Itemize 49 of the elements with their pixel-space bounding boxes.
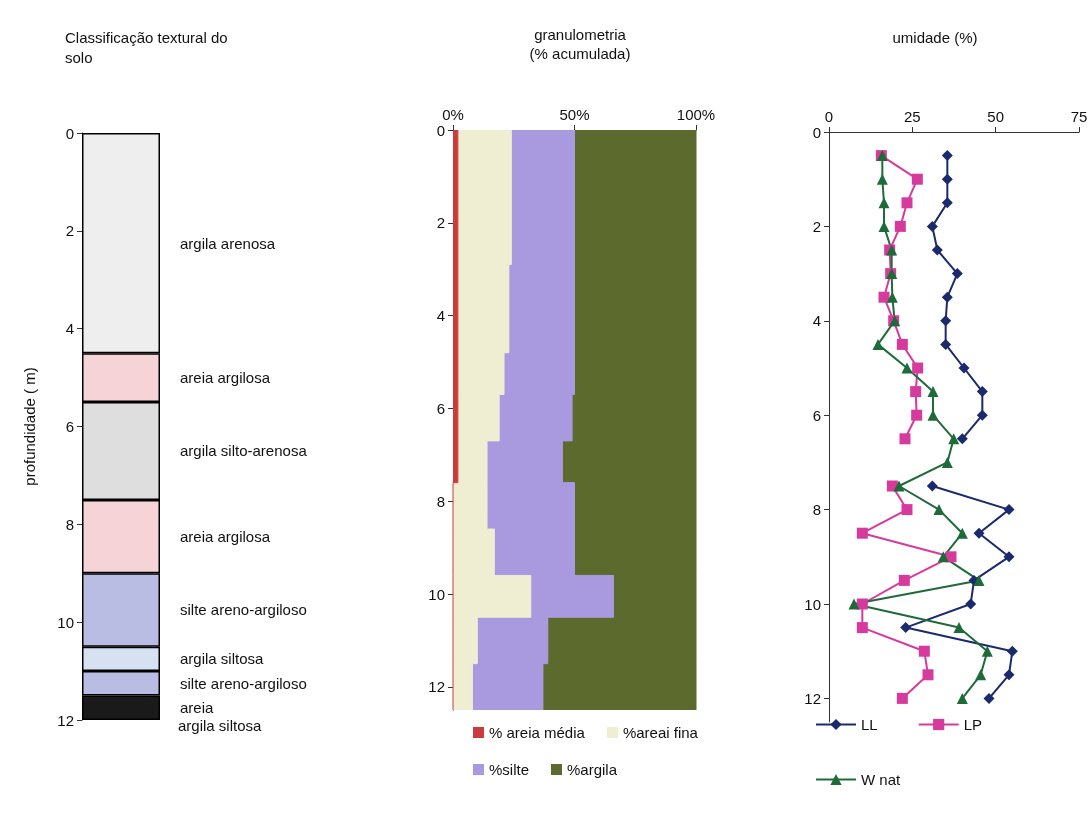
y-tick-label: 10	[428, 585, 445, 603]
legend-label: LP	[963, 716, 983, 733]
y-tick-label: 0	[436, 121, 445, 139]
series-label: argila siltosa	[180, 650, 265, 668]
x-tick-label: 0%	[442, 106, 464, 123]
y-tick-label: 12	[428, 678, 445, 696]
chart-subtitle: (% acumulada)	[529, 45, 631, 62]
y-tick-label: 2	[436, 214, 445, 232]
series-label: areia	[180, 699, 215, 717]
series-label: silte areno-argiloso	[180, 674, 307, 692]
y-tick-label: 0	[65, 124, 74, 142]
y-tick-label: 8	[65, 515, 74, 533]
y-tick-label: 10	[57, 613, 74, 631]
text: argila siltosa	[178, 717, 263, 734]
y-tick-label: 4	[65, 320, 74, 338]
y-tick-label: 0	[812, 123, 821, 141]
y-tick-label: 4	[436, 307, 445, 325]
y-tick-label: 6	[436, 399, 445, 417]
legend-label: %silte	[489, 761, 530, 778]
legend-label: %areai fina	[622, 724, 699, 741]
y-tick-label: 4	[812, 312, 821, 330]
chart-title: granulometria	[534, 26, 627, 43]
x-tick-label: 0	[824, 108, 834, 125]
legend-label: W nat	[861, 771, 902, 788]
series-label: silte areno-argiloso	[180, 601, 307, 619]
x-tick-label: 75	[1070, 108, 1088, 125]
series-label: areia argilosa	[180, 369, 271, 387]
y-tick-label: 12	[57, 711, 74, 729]
x-tick-label: 50%	[559, 106, 590, 123]
y-tick-label: 12	[804, 689, 821, 707]
legend-label: % areia média	[489, 724, 586, 741]
series-label: argila arenosa	[180, 234, 276, 252]
y-tick-label: 2	[812, 217, 821, 235]
x-tick-label: 50	[987, 108, 1005, 125]
x-tick-label: 25	[903, 108, 921, 125]
chart-title: umidade (%)	[892, 29, 978, 46]
y-tick-label: 6	[812, 406, 821, 424]
y-tick-label: 10	[804, 595, 821, 613]
y-axis-title: profundidade ( m)	[21, 367, 38, 486]
legend-label: %argila	[567, 761, 618, 778]
legend-label: LL	[861, 716, 878, 733]
y-tick-label: 2	[65, 222, 74, 240]
series-label: areia argilosa	[180, 528, 271, 546]
chart-title: Classificação textural do solo	[65, 28, 232, 66]
y-tick-label: 8	[436, 492, 445, 510]
y-tick-label: 6	[65, 418, 74, 435]
x-tick-label: 100%	[676, 106, 716, 123]
series-label: argila silto-arenosa	[180, 442, 308, 460]
y-tick-label: 8	[812, 501, 821, 519]
